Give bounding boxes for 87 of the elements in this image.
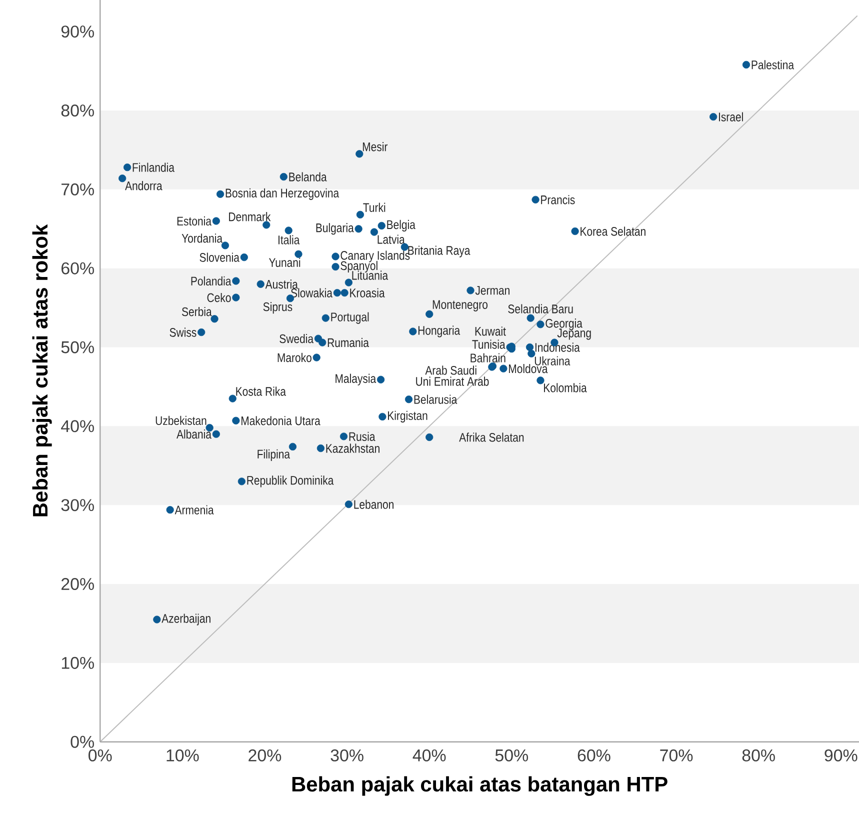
annotation: Kosta Rika: [236, 386, 286, 396]
annotation: Lituania: [352, 270, 388, 280]
annotation: Filipina: [258, 449, 290, 462]
annotation: Uni Emirat Arab: [416, 376, 489, 386]
annotation: Montenegro: [432, 300, 488, 312]
x-tick-label: 70%: [660, 749, 693, 762]
annotation: Makedonia Utara: [241, 416, 320, 426]
annotation: Korea Selatan: [580, 226, 646, 236]
y-tick-label: 80%: [61, 104, 94, 117]
y-tick-label: 10%: [62, 656, 94, 669]
x-tick-label: 20%: [248, 749, 282, 762]
annotation: Yordania: [182, 234, 223, 243]
annotation: Spanyol: [340, 260, 378, 273]
annotation: Belarusia: [414, 394, 458, 404]
annotation: Slowakia: [291, 288, 332, 298]
annotation: Swedia: [280, 334, 314, 344]
annotation: Jepang: [557, 328, 591, 340]
y-tick-label: 20%: [62, 578, 94, 590]
annotation: Canary Islands: [340, 250, 410, 262]
x-tick-label: 40%: [412, 749, 446, 762]
annotation: Turki: [363, 202, 386, 212]
annotation: Georgia: [546, 318, 582, 330]
annotation: Bosnia dan Herzegovina: [226, 188, 340, 200]
annotation: Polandia: [191, 276, 232, 286]
annotation: Kuwait: [475, 326, 506, 336]
annotation: Austria: [265, 280, 298, 289]
annotation: Rumania: [328, 338, 369, 348]
annotation: Ukraina: [534, 356, 570, 366]
annotation: Lebanon: [354, 500, 394, 509]
annotation: Serbia: [182, 306, 212, 316]
annotation: Finlandia: [132, 162, 174, 172]
y-axis-title: Beban pajak cukai atas rokok: [32, 224, 52, 516]
annotation: Jerman: [475, 286, 510, 295]
annotation: Selandia Baru: [508, 304, 573, 314]
annotation: Bahrain: [470, 353, 506, 362]
annotation: Kolombia: [544, 383, 587, 392]
annotation: Denmark: [229, 212, 271, 222]
y-tick-label: 40%: [61, 420, 94, 432]
annotation: Armenia: [174, 505, 214, 514]
annotation: Andorra: [125, 181, 162, 190]
annotation: Portugal: [331, 312, 369, 324]
annotation: Uzbekistan: [156, 416, 206, 426]
annotation: Latvia: [378, 234, 405, 244]
y-tick-label: 30%: [61, 499, 94, 512]
annotation: Slovenia: [200, 252, 240, 262]
annotation: Moldova: [508, 364, 548, 374]
annotation: Siprus: [263, 302, 292, 314]
annotation: Italia: [278, 235, 300, 244]
annotation: Estonia: [177, 216, 212, 226]
annotation: Indonesia: [535, 342, 580, 352]
annotation: Kazakhstan: [326, 444, 380, 453]
annotation: Swiss: [170, 328, 196, 337]
annotation: Tunisia: [472, 340, 506, 349]
x-tick-label: 90%: [824, 749, 858, 762]
annotation: Prancis: [541, 195, 575, 204]
annotation: Yunani: [268, 258, 300, 268]
x-axis-title: Beban pajak cukai atas batangan HTP: [292, 776, 668, 796]
x-tick-label: 50%: [495, 749, 528, 762]
y-tick-label: 70%: [62, 183, 94, 196]
x-tick-label: 0%: [88, 749, 112, 762]
annotation: Azerbaijan: [162, 614, 210, 626]
annotation: Palestina: [752, 60, 794, 70]
annotation: Malaysia: [336, 374, 376, 386]
annotation: Bulgaria: [316, 223, 354, 235]
annotation: Afrika Selatan: [459, 432, 524, 442]
annotation: Albania: [176, 429, 212, 439]
x-tick-label: 80%: [742, 749, 775, 762]
annotation: Kroasia: [350, 288, 385, 298]
annotation: Kirgistan: [388, 410, 428, 423]
y-tick-label: 0%: [70, 736, 94, 748]
y-tick-label: 50%: [61, 341, 94, 354]
x-tick-label: 30%: [330, 749, 364, 762]
annotation: Republik Dominika: [247, 476, 334, 488]
x-tick-label: 10%: [166, 749, 199, 762]
annotation: Ceko: [207, 292, 231, 302]
annotation: Arab Saudi: [425, 366, 476, 375]
annotation: Mesir: [362, 142, 388, 152]
annotation: Rusia: [349, 432, 376, 442]
annotation: Belgia: [387, 220, 416, 232]
y-tick-label: 60%: [62, 262, 94, 274]
annotation: Belanda: [289, 172, 327, 182]
annotation: Britania Raya: [408, 246, 470, 258]
annotation: Maroko: [278, 352, 312, 362]
y-tick-label: 90%: [61, 26, 94, 38]
x-tick-label: 60%: [578, 749, 610, 762]
annotation: Hongaria: [418, 326, 460, 338]
annotation: Israel: [718, 112, 743, 122]
